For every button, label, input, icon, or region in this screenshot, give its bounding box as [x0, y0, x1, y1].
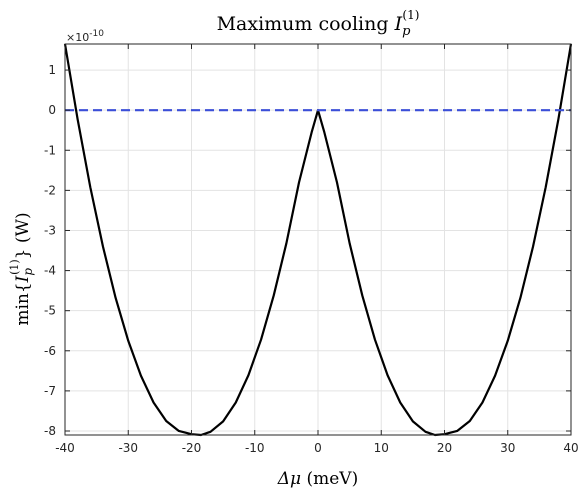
- y-tick-label: -5: [44, 304, 56, 318]
- x-axis-label: Δμ (meV): [277, 469, 358, 489]
- x-tick-label: -30: [118, 441, 138, 455]
- x-tick-label: 0: [314, 441, 322, 455]
- x-tick-label: 20: [437, 441, 452, 455]
- y-tick-label: -2: [44, 183, 56, 197]
- y-tick-label: -4: [44, 264, 56, 278]
- x-tick-label: 10: [374, 441, 389, 455]
- y-tick-label: -7: [44, 384, 56, 398]
- y-tick-label: 0: [48, 103, 56, 117]
- y-tick-label: -8: [44, 424, 56, 438]
- x-tick-label: -10: [245, 441, 265, 455]
- y-tick-label: -1: [44, 143, 56, 157]
- x-tick-label: 40: [563, 441, 578, 455]
- chart-title: Maximum cooling Ip(1): [217, 8, 420, 39]
- y-exponent: ×10-10: [66, 29, 104, 44]
- x-tick-label: -40: [55, 441, 75, 455]
- y-tick-label: -6: [44, 344, 56, 358]
- y-axis-label: min{Ip(1)} (W): [8, 212, 35, 325]
- x-tick-label: 30: [500, 441, 515, 455]
- x-tick-label: -20: [182, 441, 202, 455]
- y-tick-label: -3: [44, 223, 56, 237]
- y-tick-label: 1: [48, 63, 56, 77]
